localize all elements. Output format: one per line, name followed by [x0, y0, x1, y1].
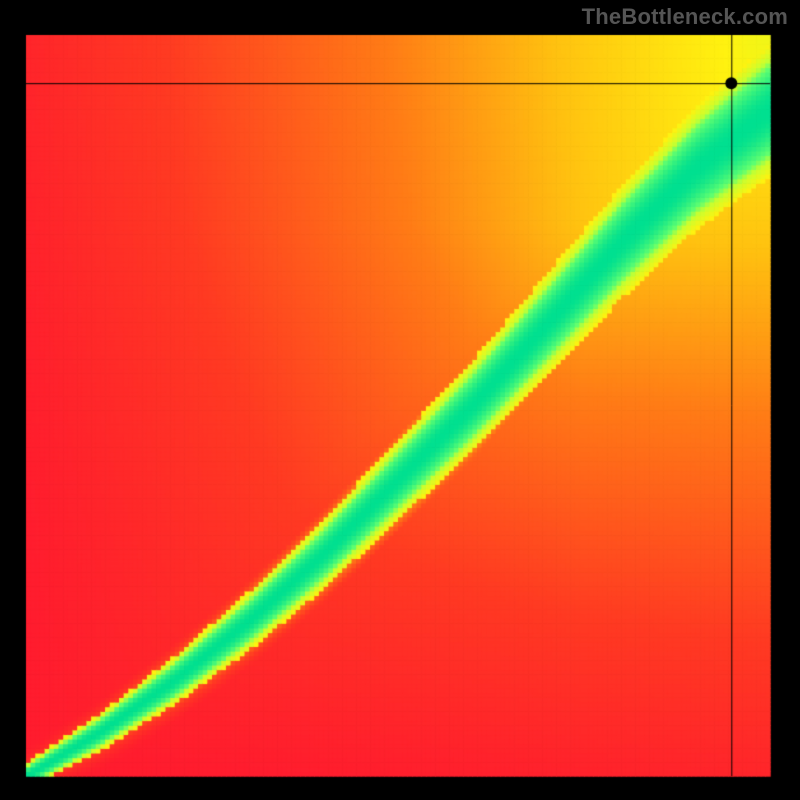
chart-container: TheBottleneck.com — [0, 0, 800, 800]
heatmap-canvas — [0, 0, 800, 800]
watermark-text: TheBottleneck.com — [582, 4, 788, 30]
